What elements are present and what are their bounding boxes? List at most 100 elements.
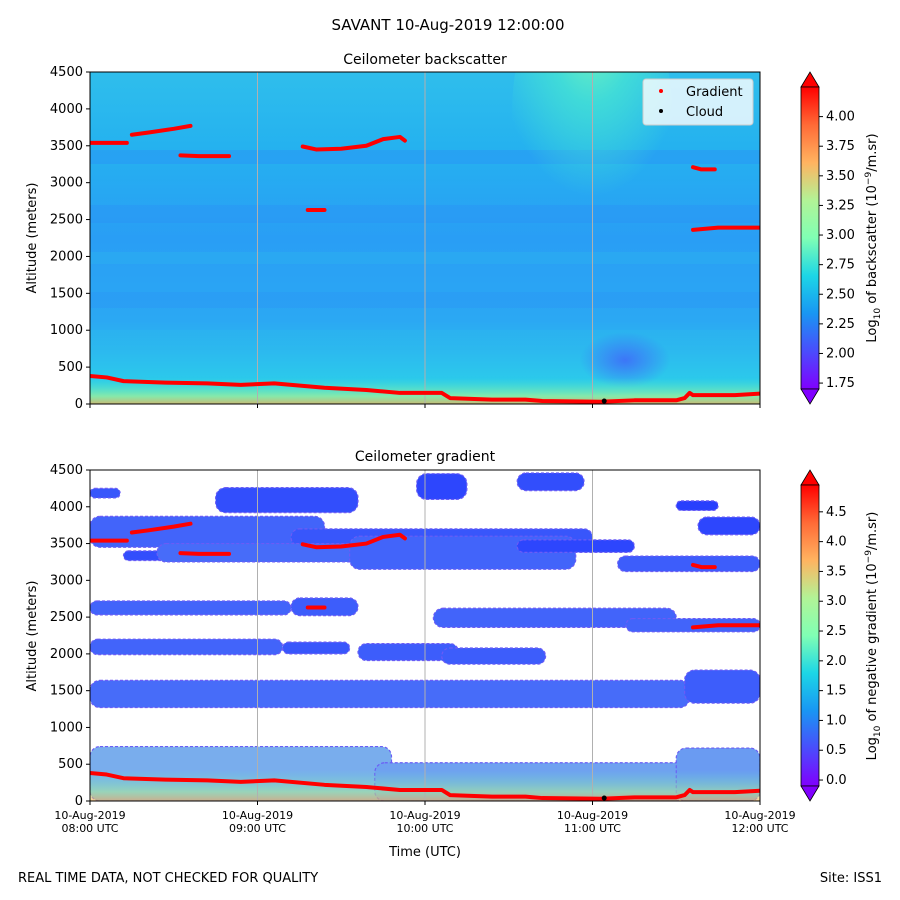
gradient-band (416, 473, 468, 501)
y-tick-label: 1000 (50, 720, 83, 735)
low-backscatter-region (580, 332, 670, 388)
x-tick-label: 10:00 UTC (396, 822, 453, 835)
colorbar-tick-label: 1.75 (826, 376, 855, 391)
y-tick-label: 0 (75, 397, 83, 412)
gradient-band (90, 487, 121, 499)
colorbar-tick-label: 2.50 (826, 287, 855, 302)
y-tick-label: 3500 (50, 537, 83, 552)
colorbar-tick-label: 3.50 (826, 169, 855, 184)
gradient-band (282, 641, 351, 655)
backscatter-colorbar-label: Log10 of backscatter (10−9/m.sr) (864, 133, 883, 342)
cloud-marker (601, 398, 607, 404)
y-tick-label: 500 (58, 757, 83, 772)
x-tick-label: 10-Aug-2019 (222, 809, 293, 822)
gradient-band (90, 638, 284, 656)
colorbar-bottom-extend (800, 785, 820, 802)
x-tick-label: 12:00 UTC (731, 822, 788, 835)
colorbar-tick-label: 4.00 (826, 110, 855, 125)
figure-title: SAVANT 10-Aug-2019 12:00:00 (332, 16, 565, 34)
gradient-band (697, 516, 760, 536)
backscatter-gridlines (257, 72, 593, 404)
colorbar-bottom-extend (800, 388, 820, 405)
y-tick-label: 3000 (50, 573, 83, 588)
gradient-gridlines (257, 470, 593, 801)
y-tick-label: 1500 (50, 286, 83, 301)
y-tick-label: 4500 (50, 65, 83, 80)
y-tick-label: 2500 (50, 610, 83, 625)
gradient-marker-line (129, 521, 193, 535)
y-tick-label: 1500 (50, 684, 83, 699)
colorbar-scale (800, 484, 820, 787)
colorbar-top-extend (800, 71, 820, 88)
gradient-panel: Ceilometer gradient 0 500 1000 1500 2000 2500… (25, 449, 883, 860)
backscatter-axes: 0 500 1000 1500 2000 2500 3000 3500 4000 4500 (50, 65, 761, 412)
gradient-marker-line (691, 165, 717, 172)
cloud-marker (601, 795, 607, 801)
legend-cloud-label: Cloud (686, 105, 723, 120)
colorbar-ticks: 0.0 0.5 1.0 1.5 2.0 2.5 3.0 3.5 4.0 4.5 (819, 505, 847, 788)
colorbar-tick-label: 2.0 (826, 654, 847, 669)
gradient-overlay (90, 521, 760, 801)
x-tick-label: 10-Aug-2019 (557, 809, 628, 822)
y-tick-label: 4000 (50, 102, 83, 117)
colorbar-top-extend (800, 469, 820, 486)
gradient-marker-line (129, 123, 193, 137)
colorbar-tick-label: 3.25 (826, 198, 855, 213)
y-tick-label: 4000 (50, 500, 83, 515)
colorbar-tick-label: 2.75 (826, 258, 855, 273)
gradient-marker-line (691, 623, 760, 630)
gradient-band (516, 472, 585, 492)
gradient-marker-line (90, 373, 760, 404)
gradient-marker-line (178, 551, 232, 556)
gradient-marker-line (90, 771, 760, 801)
colorbar-tick-label: 3.00 (826, 228, 855, 243)
y-tick-label: 2000 (50, 647, 83, 662)
legend-cloud-marker (659, 109, 663, 113)
x-tick-label: 10-Aug-2019 (724, 809, 795, 822)
legend-gradient-label: Gradient (686, 85, 743, 100)
colorbar-tick-label: 3.0 (826, 594, 847, 609)
x-tick-label: 09:00 UTC (229, 822, 286, 835)
gradient-band (625, 617, 760, 633)
colorbar-scale (800, 86, 820, 390)
gradient-band (215, 487, 359, 514)
gradient-title: Ceilometer gradient (355, 449, 496, 465)
colorbar-tick-label: 2.5 (826, 624, 847, 639)
y-tick-label: 2500 (50, 213, 83, 228)
gradient-colorbar: 0.0 0.5 1.0 1.5 2.0 2.5 3.0 3.5 4.0 4.5 Log10 of … (800, 469, 883, 802)
gradient-xlabel: Time (UTC) (388, 845, 461, 860)
legend-gradient-marker (659, 89, 663, 93)
quality-disclaimer: REAL TIME DATA, NOT CHECKED FOR QUALITY (18, 871, 318, 886)
gradient-marker-line (300, 532, 407, 550)
backscatter-title: Ceilometer backscatter (343, 52, 507, 68)
gradient-marker-line (178, 153, 232, 159)
x-tick-label: 11:00 UTC (564, 822, 621, 835)
gradient-band (516, 539, 635, 553)
y-tick-label: 500 (58, 360, 83, 375)
colorbar-tick-label: 1.0 (826, 713, 847, 728)
colorbar-tick-label: 2.25 (826, 317, 855, 332)
colorbar-tick-label: 3.5 (826, 564, 847, 579)
colorbar-tick-label: 2.00 (826, 346, 855, 361)
gradient-axes: 0 500 1000 1500 2000 2500 3000 3500 4000 4500 10-A… (50, 463, 796, 835)
colorbar-tick-label: 4.5 (826, 505, 847, 520)
gradient-band (441, 647, 547, 665)
colorbar-tick-label: 0.5 (826, 743, 847, 758)
colorbar-tick-label: 3.75 (826, 139, 855, 154)
gradient-band (684, 669, 760, 704)
y-tick-label: 0 (75, 794, 83, 809)
backscatter-overlay (90, 123, 760, 404)
gradient-band (675, 500, 719, 512)
gradient-marker-line (300, 134, 407, 152)
gradient-ylabel: Altitude (meters) (25, 581, 40, 692)
backscatter-colorbar: 1.75 2.00 2.25 2.50 2.75 3.00 3.25 3.50 3.75 4.00… (800, 71, 883, 405)
gradient-colorbar-label: Log10 of negative gradient (10−9/m.sr) (864, 512, 883, 761)
y-tick-label: 3000 (50, 176, 83, 191)
gradient-band (617, 555, 760, 573)
site-label: Site: ISS1 (820, 871, 882, 886)
legend-box (642, 78, 754, 126)
backscatter-panel: Ceilometer backscatter 0 500 1000 1500 2000 2… (25, 52, 883, 412)
backscatter-ylabel: Altitude (meters) (25, 183, 40, 294)
colorbar-tick-label: 4.0 (826, 535, 847, 550)
